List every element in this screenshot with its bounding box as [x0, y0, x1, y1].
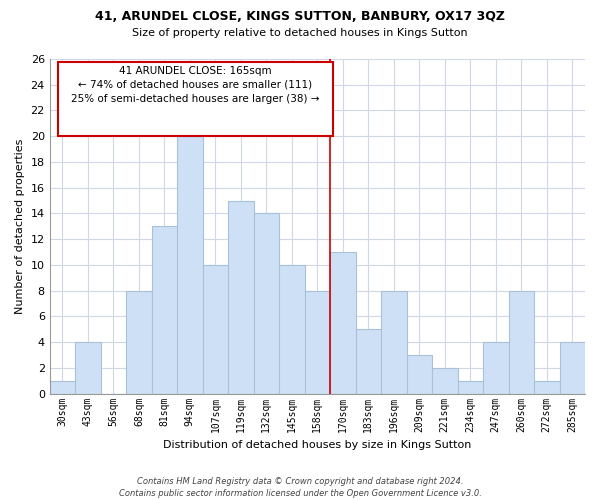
Bar [152, 226, 177, 394]
Text: 41, ARUNDEL CLOSE, KINGS SUTTON, BANBURY, OX17 3QZ: 41, ARUNDEL CLOSE, KINGS SUTTON, BANBURY… [95, 10, 505, 23]
Bar [203, 265, 228, 394]
Bar [279, 265, 305, 394]
Bar [330, 252, 356, 394]
Text: Contains HM Land Registry data © Crown copyright and database right 2024.
Contai: Contains HM Land Registry data © Crown c… [119, 476, 481, 498]
Y-axis label: Number of detached properties: Number of detached properties [15, 138, 25, 314]
Bar [432, 368, 458, 394]
Bar [560, 342, 585, 394]
Bar [534, 381, 560, 394]
Bar [483, 342, 509, 394]
Text: Size of property relative to detached houses in Kings Sutton: Size of property relative to detached ho… [132, 28, 468, 38]
Bar [356, 330, 381, 394]
Bar [75, 342, 101, 394]
FancyBboxPatch shape [58, 62, 333, 136]
Text: 41 ARUNDEL CLOSE: 165sqm
← 74% of detached houses are smaller (111)
25% of semi-: 41 ARUNDEL CLOSE: 165sqm ← 74% of detach… [71, 66, 319, 104]
Bar [305, 290, 330, 394]
Bar [126, 290, 152, 394]
Bar [458, 381, 483, 394]
Bar [381, 290, 407, 394]
Bar [254, 214, 279, 394]
Bar [407, 355, 432, 394]
Bar [177, 110, 203, 394]
X-axis label: Distribution of detached houses by size in Kings Sutton: Distribution of detached houses by size … [163, 440, 472, 450]
Bar [509, 290, 534, 394]
Bar [50, 381, 75, 394]
Bar [228, 200, 254, 394]
